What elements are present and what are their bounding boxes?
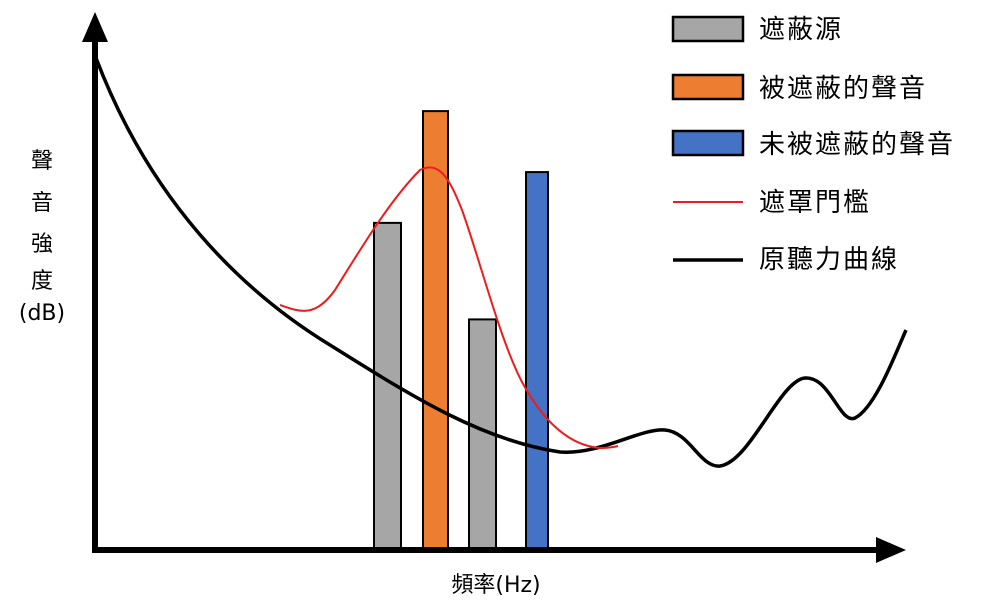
legend-label-masker: 遮蔽源 xyxy=(759,15,843,45)
y-label-unit: (dB) xyxy=(19,301,65,326)
bar-masked xyxy=(422,110,449,550)
y-label-char-2: 音 xyxy=(31,191,53,216)
legend-label-unmasked: 未被遮蔽的聲音 xyxy=(759,130,955,160)
x-axis-label: 頻率(Hz) xyxy=(451,573,540,598)
masking-threshold-curve xyxy=(279,166,619,450)
legend-label-threshold: 遮罩門檻 xyxy=(759,188,871,218)
legend-label-masked: 被遮蔽的聲音 xyxy=(759,74,927,104)
x-axis-arrowhead xyxy=(876,537,906,563)
y-label-char-4: 度 xyxy=(31,269,53,294)
legend-label-hearing: 原聽力曲線 xyxy=(759,245,899,275)
legend-swatch-masked xyxy=(671,73,745,101)
bar-unmasked xyxy=(525,171,549,550)
axes xyxy=(82,12,906,563)
y-axis-arrowhead xyxy=(82,12,108,42)
y-label-char-3: 強 xyxy=(31,232,53,257)
hearing-threshold-curve xyxy=(94,57,908,468)
legend-swatch-masker xyxy=(671,15,745,43)
legend-swatch-unmasked xyxy=(671,129,745,157)
y-label-char-1: 聲 xyxy=(31,149,53,174)
bars xyxy=(373,110,549,550)
legend: 遮蔽源 被遮蔽的聲音 未被遮蔽的聲音 遮罩門檻 原聽力曲線 xyxy=(671,15,955,275)
y-axis-label: 聲 音 強 度 (dB) xyxy=(19,149,65,326)
